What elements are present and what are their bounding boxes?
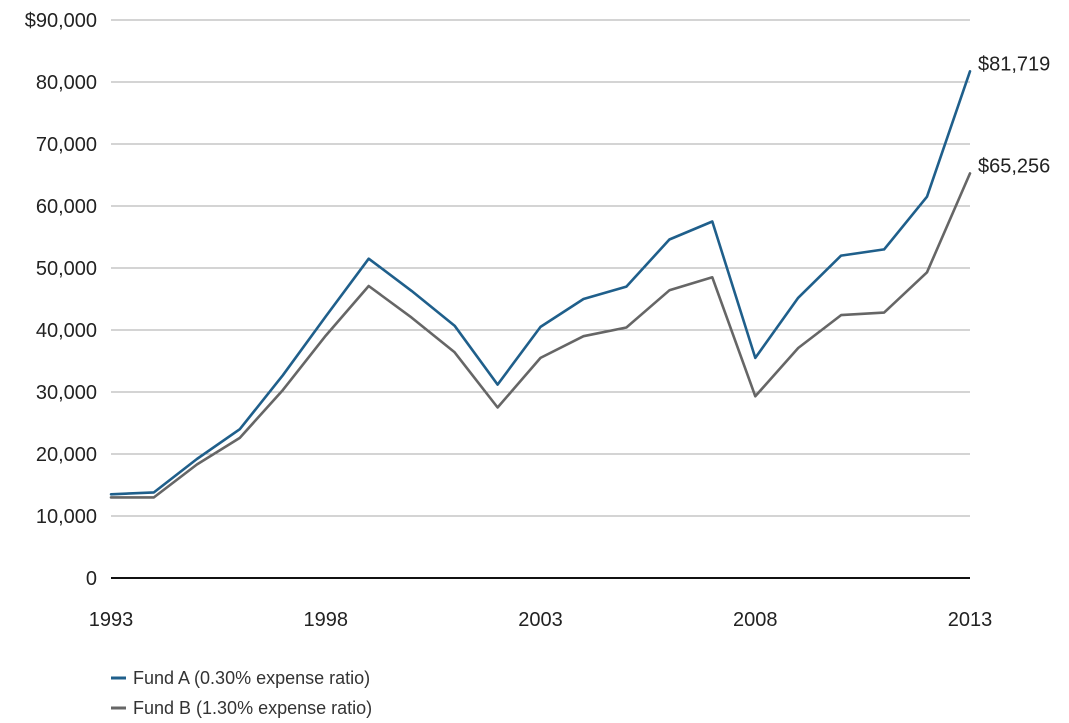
y-tick-label: 70,000 bbox=[36, 134, 97, 156]
end-value-label: $81,719 bbox=[978, 53, 1050, 75]
y-tick-label: 60,000 bbox=[36, 196, 97, 218]
y-axis-tick-labels: 0 10,000 20,000 30,000 40,000 50,000 60,000 70,… bbox=[25, 10, 97, 590]
x-tick-label: 2003 bbox=[518, 609, 563, 631]
legend-item: Fund B (1.30% expense ratio) bbox=[111, 698, 372, 718]
x-axis-tick-labels: 1993 1998 2003 2008 2013 bbox=[89, 609, 993, 631]
y-tick-label: 0 bbox=[86, 568, 97, 590]
end-value-label: $65,256 bbox=[978, 155, 1050, 177]
series-line-fund-a bbox=[109, 70, 972, 496]
x-tick-label: 2013 bbox=[948, 609, 993, 631]
y-tick-label: $90,000 bbox=[25, 10, 97, 32]
y-tick-label: 80,000 bbox=[36, 72, 97, 94]
y-tick-label: 40,000 bbox=[36, 320, 97, 342]
series-line-fund-b bbox=[109, 172, 972, 499]
series-lines bbox=[109, 70, 972, 499]
legend-label: Fund B (1.30% expense ratio) bbox=[133, 698, 372, 718]
y-tick-label: 10,000 bbox=[36, 506, 97, 528]
legend-label: Fund A (0.30% expense ratio) bbox=[133, 668, 370, 688]
x-tick-label: 1993 bbox=[89, 609, 134, 631]
legend: Fund A (0.30% expense ratio) Fund B (1.30… bbox=[111, 668, 372, 718]
y-tick-label: 20,000 bbox=[36, 444, 97, 466]
legend-item: Fund A (0.30% expense ratio) bbox=[111, 668, 370, 688]
x-tick-label: 2008 bbox=[733, 609, 778, 631]
gridlines bbox=[111, 19, 970, 517]
y-tick-label: 30,000 bbox=[36, 382, 97, 404]
x-tick-label: 1998 bbox=[304, 609, 349, 631]
end-value-labels: $81,719 $65,256 bbox=[978, 53, 1050, 177]
y-tick-label: 50,000 bbox=[36, 258, 97, 280]
